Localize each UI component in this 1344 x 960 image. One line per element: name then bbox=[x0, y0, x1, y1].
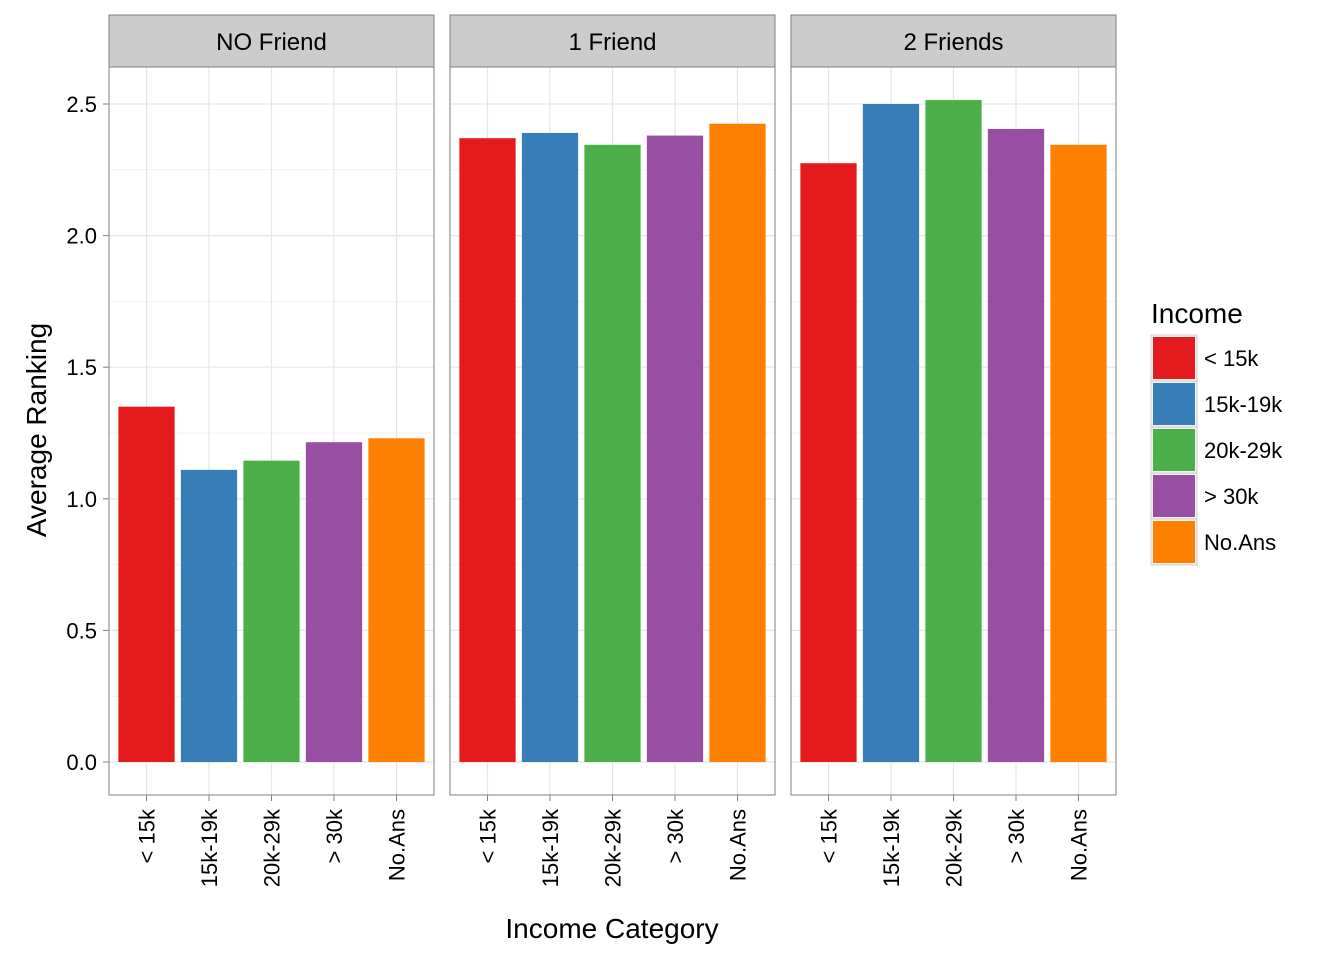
x-tick-label: 15k-19k bbox=[879, 808, 904, 887]
bar bbox=[925, 100, 982, 762]
legend-title: Income bbox=[1151, 298, 1243, 329]
x-tick-label: No.Ans bbox=[1067, 809, 1092, 881]
bar bbox=[800, 163, 857, 763]
x-tick-label: > 30k bbox=[322, 808, 347, 863]
facet-strip-label: 1 Friend bbox=[568, 29, 656, 56]
x-tick-label: 20k-29k bbox=[601, 808, 626, 887]
legend-key bbox=[1153, 383, 1195, 425]
x-tick-label: No.Ans bbox=[385, 809, 410, 881]
y-tick-label: 1.5 bbox=[66, 355, 97, 380]
x-tick-label: < 15k bbox=[476, 808, 501, 863]
x-tick-label: No.Ans bbox=[726, 809, 751, 881]
bar bbox=[862, 104, 920, 762]
facet-strip bbox=[790, 14, 1117, 68]
bar bbox=[305, 442, 363, 762]
x-tick-label: 20k-29k bbox=[260, 808, 285, 887]
legend-label: No.Ans bbox=[1204, 530, 1276, 555]
y-axis: 0.0 0.5 1.0 1.5 2.0 2.5 bbox=[66, 92, 109, 775]
legend-key bbox=[1153, 475, 1195, 517]
facet-panel: NO Friend < 15k 15k-19k 20k-29k > 30k No.Ans bbox=[108, 14, 435, 887]
bar bbox=[709, 123, 766, 763]
facet-panels: NO Friend< 15k 15k-19k 20k-29k > 30k No.Ans1… bbox=[108, 14, 1117, 887]
bar bbox=[118, 406, 175, 762]
facet-strip-label: NO Friend bbox=[216, 29, 327, 56]
legend-key bbox=[1153, 337, 1195, 379]
bar bbox=[459, 138, 516, 762]
x-tick-label: < 15k bbox=[135, 808, 160, 863]
facet-panel: 2 Friends < 15k 15k-19k 20k-29k > 30k No.Ans bbox=[790, 14, 1117, 887]
x-tick-label: 20k-29k bbox=[942, 808, 967, 887]
legend-label: 15k-19k bbox=[1204, 392, 1283, 417]
x-tick-label: > 30k bbox=[1004, 808, 1029, 863]
x-axis-label: Income Category bbox=[505, 913, 718, 944]
bar bbox=[584, 144, 641, 762]
facet-strip-label: 2 Friends bbox=[903, 29, 1003, 56]
y-tick-label: 0.5 bbox=[66, 618, 97, 643]
legend-label: 20k-29k bbox=[1204, 438, 1283, 463]
legend-label: < 15k bbox=[1204, 346, 1259, 371]
legend-label: > 30k bbox=[1204, 484, 1259, 509]
legend-key bbox=[1153, 429, 1195, 471]
y-tick-label: 2.0 bbox=[66, 224, 97, 249]
x-tick-label: < 15k bbox=[817, 808, 842, 863]
y-tick-label: 1.0 bbox=[66, 487, 97, 512]
bar bbox=[368, 438, 425, 762]
bar bbox=[1050, 144, 1107, 762]
y-tick-label: 0.0 bbox=[66, 750, 97, 775]
bar bbox=[180, 469, 238, 762]
y-tick-label: 2.5 bbox=[66, 92, 97, 117]
bar bbox=[987, 129, 1045, 762]
facet-strip bbox=[108, 14, 435, 68]
legend: Income < 15k 15k-19k 20k-29k > 30k No.Ans bbox=[1150, 298, 1283, 566]
x-tick-label: > 30k bbox=[663, 808, 688, 863]
facet-panel: 1 Friend < 15k 15k-19k 20k-29k > 30k No.Ans bbox=[449, 14, 776, 887]
bar bbox=[521, 132, 579, 762]
legend-key bbox=[1153, 521, 1195, 563]
y-axis-label: Average Ranking bbox=[21, 323, 52, 537]
x-tick-label: 15k-19k bbox=[197, 808, 222, 887]
x-tick-label: 15k-19k bbox=[538, 808, 563, 887]
bar bbox=[646, 135, 704, 763]
bar bbox=[243, 460, 300, 762]
facet-strip bbox=[449, 14, 776, 68]
